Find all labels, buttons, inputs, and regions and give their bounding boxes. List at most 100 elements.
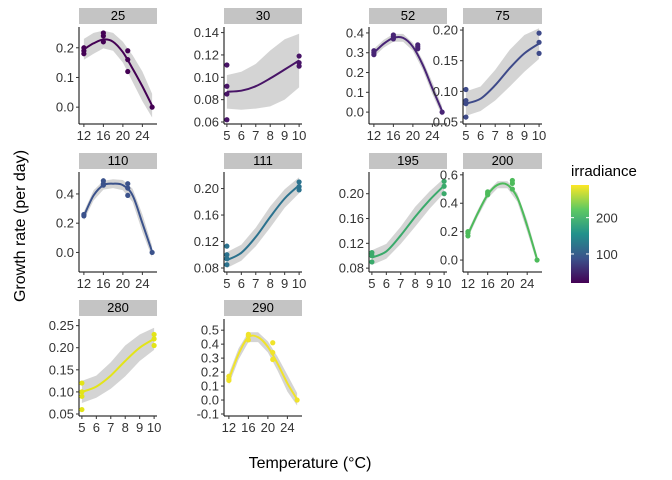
y-tick-label: 0.12 xyxy=(194,234,219,249)
x-tick-label: 16 xyxy=(386,128,400,143)
y-tick-label: 0.20 xyxy=(194,181,219,196)
x-tick-label: 10 xyxy=(147,420,161,435)
x-tick-label: 6 xyxy=(383,276,390,291)
y-tick-label: 0.0 xyxy=(440,253,458,268)
fit-line xyxy=(83,38,153,107)
x-tick-label: 8 xyxy=(506,128,513,143)
data-point xyxy=(270,356,276,363)
data-point xyxy=(439,109,445,115)
data-point xyxy=(100,30,106,36)
data-point xyxy=(441,183,447,189)
x-tick-label: 20 xyxy=(261,420,275,435)
data-point xyxy=(296,60,302,66)
y-tick-label: 0.16 xyxy=(339,211,364,226)
data-point xyxy=(245,337,251,343)
x-tick-label: 16 xyxy=(96,128,110,143)
data-point xyxy=(224,83,230,89)
fit-line xyxy=(81,338,155,393)
facet-strip xyxy=(224,8,302,24)
data-point xyxy=(224,252,230,258)
facet-strip xyxy=(224,153,302,169)
x-tick-label: 24 xyxy=(280,420,294,435)
x-tick-label: 8 xyxy=(267,128,274,143)
y-tick-label: 0.0 xyxy=(56,245,74,260)
y-tick-label: 0.1 xyxy=(201,379,219,394)
x-tick-label: 16 xyxy=(480,276,494,291)
fit-line xyxy=(371,184,445,259)
y-tick-label: 0.15 xyxy=(433,53,458,68)
x-tick-label: 7 xyxy=(107,420,114,435)
facet-panel-195: 195 0.08 0.12 0.16 0.20 5 6 7 8 9 10 xyxy=(339,153,451,291)
y-tick-label: 0.4 xyxy=(201,337,219,352)
facet-panels: 250.00.10.212 16 20 24300.060.080.100.120.1… xyxy=(49,8,546,435)
facet-strip-label: 30 xyxy=(256,8,270,23)
facet-panel-75: 75 0.05 0.10 0.15 0.20 5 6 7 8 9 10 xyxy=(433,8,546,143)
data-point xyxy=(224,262,230,268)
y-tick-label: 0.6 xyxy=(440,167,458,182)
x-tick-label: 10 xyxy=(292,128,306,143)
data-point xyxy=(224,117,230,123)
y-axis-title: Growth rate (per day) xyxy=(12,150,29,302)
y-tick-label: 0.5 xyxy=(201,323,219,338)
data-point xyxy=(536,39,542,45)
y-tick-label: 0.1 xyxy=(56,70,74,85)
x-tick-label: 5 xyxy=(78,420,85,435)
x-tick-label: 8 xyxy=(122,420,129,435)
facet-strip-label: 290 xyxy=(252,300,274,315)
x-tick-label: 10 xyxy=(532,128,546,143)
data-point xyxy=(294,397,300,403)
y-tick-label: 0.06 xyxy=(194,115,219,130)
legend-tick-label: 100 xyxy=(596,247,618,262)
facet-strip-label: 195 xyxy=(397,153,419,168)
facet-panel-30: 30 0.06 0.08 0.10 0.12 0.14 5 6 7 8 9 10 xyxy=(194,8,306,143)
x-tick-label: 8 xyxy=(267,276,274,291)
data-point xyxy=(509,186,515,192)
fit-line xyxy=(466,182,539,260)
data-point xyxy=(509,177,515,184)
facet-panel-290: 290 -0.10.00.10.20.30.40.5 12 16 20 24 xyxy=(197,300,302,435)
data-point xyxy=(224,243,230,249)
x-tick-label: 5 xyxy=(462,128,469,143)
x-tick-label: 6 xyxy=(238,276,245,291)
data-point xyxy=(125,48,131,54)
confidence-band xyxy=(373,33,443,117)
y-tick-label: 0.08 xyxy=(339,261,364,276)
data-point xyxy=(441,191,447,197)
data-point xyxy=(371,50,377,56)
data-point xyxy=(151,331,157,338)
fit-line xyxy=(226,59,300,93)
y-tick-label: 0.2 xyxy=(440,224,458,239)
y-tick-label: 0.4 xyxy=(56,186,74,201)
x-tick-label: 10 xyxy=(292,276,306,291)
data-point xyxy=(81,45,87,51)
facet-strip xyxy=(224,300,302,316)
legend-ticks: 100 200 xyxy=(571,211,618,262)
data-point xyxy=(296,179,302,185)
y-tick-label: 0.3 xyxy=(346,45,364,60)
confidence-band xyxy=(83,30,153,118)
facet-strip-label: 75 xyxy=(495,8,509,23)
facet-strip xyxy=(369,153,447,169)
x-tick-label: 20 xyxy=(116,128,130,143)
x-tick-label: 5 xyxy=(223,128,230,143)
x-tick-label: 5 xyxy=(223,276,230,291)
fit-line xyxy=(373,35,444,112)
legend: irradiance 100 200 xyxy=(571,163,637,283)
y-tick-label: 0.05 xyxy=(49,407,74,422)
y-tick-label: 0.0 xyxy=(56,100,74,115)
facet-panel-200: 200 0.0 0.2 0.4 0.6 12 16 20 24 xyxy=(440,153,542,291)
data-point xyxy=(536,50,542,56)
data-point xyxy=(415,42,421,48)
y-tick-label: 0.12 xyxy=(194,47,219,62)
data-point xyxy=(270,340,276,346)
data-point xyxy=(226,376,232,382)
legend-title: irradiance xyxy=(571,163,637,180)
x-tick-label: 24 xyxy=(520,276,534,291)
x-tick-label: 9 xyxy=(426,276,433,291)
data-point xyxy=(151,342,157,349)
data-point xyxy=(149,104,155,110)
fit-line xyxy=(226,184,300,262)
data-point xyxy=(369,250,375,256)
data-point xyxy=(224,256,230,262)
